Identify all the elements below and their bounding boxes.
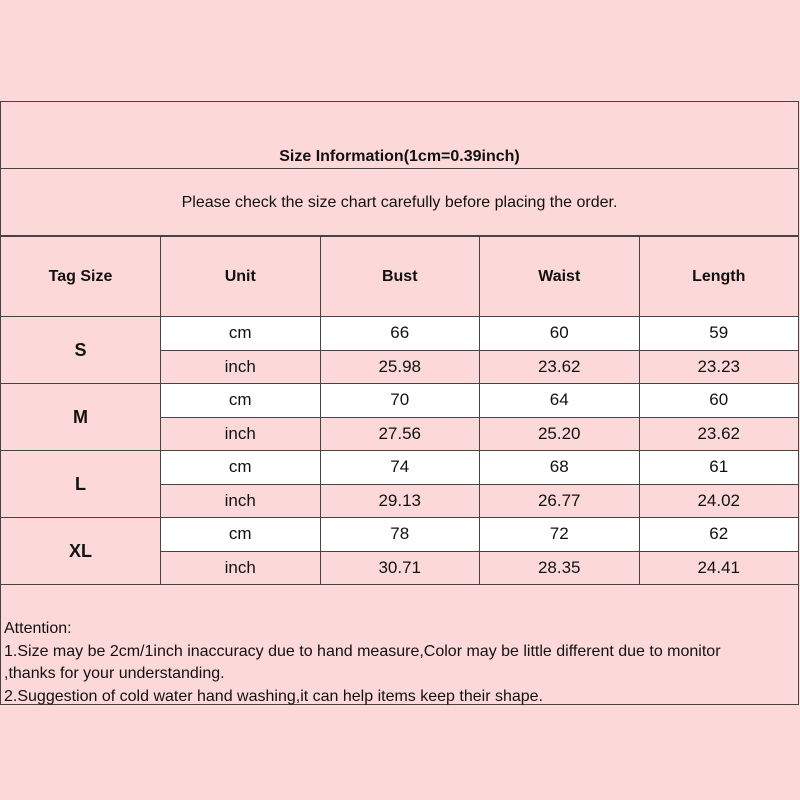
bust-cell: 78 bbox=[319, 517, 480, 552]
bust-cell: 30.71 bbox=[319, 550, 480, 585]
length-cell: 60 bbox=[638, 383, 799, 418]
tag-size-cell: XL bbox=[1, 517, 161, 585]
tag-size-cell: L bbox=[1, 450, 161, 518]
waist-cell: 25.20 bbox=[479, 416, 640, 451]
unit-cell: cm bbox=[160, 450, 321, 485]
unit-cell: inch bbox=[160, 416, 321, 451]
chart-subtitle: Please check the size chart carefully be… bbox=[1, 169, 798, 236]
attention-line: 2.Suggestion of cold water hand washing,… bbox=[4, 687, 543, 705]
waist-cell: 60 bbox=[479, 316, 640, 351]
header-length: Length bbox=[638, 236, 799, 317]
unit-cell: cm bbox=[160, 383, 321, 418]
table-row: XL cm 78 72 62 bbox=[1, 517, 799, 585]
chart-title: Size Information(1cm=0.39inch) bbox=[1, 102, 798, 169]
length-cell: 24.41 bbox=[638, 550, 799, 585]
header-bust: Bust bbox=[319, 236, 480, 317]
unit-cell: inch bbox=[160, 349, 321, 384]
waist-cell: 64 bbox=[479, 383, 640, 418]
table-row: inch 29.13 26.77 24.02 bbox=[1, 483, 799, 518]
bust-cell: 29.13 bbox=[319, 483, 480, 518]
tag-size-cell: M bbox=[1, 383, 161, 451]
bust-cell: 70 bbox=[319, 383, 480, 418]
attention-heading: Attention: bbox=[4, 620, 72, 637]
waist-cell: 26.77 bbox=[479, 483, 640, 518]
waist-cell: 28.35 bbox=[479, 550, 640, 585]
length-cell: 59 bbox=[638, 316, 799, 351]
bust-cell: 66 bbox=[319, 316, 480, 351]
attention-line: 1.Size may be 2cm/1inch inaccuracy due t… bbox=[4, 642, 721, 660]
header-tag-size: Tag Size bbox=[1, 236, 161, 317]
attention-notes: Attention: 1.Size may be 2cm/1inch inacc… bbox=[4, 618, 721, 708]
tag-size-cell: S bbox=[1, 316, 161, 384]
length-cell: 62 bbox=[638, 517, 799, 552]
waist-cell: 72 bbox=[479, 517, 640, 552]
size-chart: Size Information(1cm=0.39inch) Please ch… bbox=[0, 101, 799, 705]
bust-cell: 25.98 bbox=[319, 349, 480, 384]
length-cell: 24.02 bbox=[638, 483, 799, 518]
unit-cell: inch bbox=[160, 483, 321, 518]
unit-cell: cm bbox=[160, 517, 321, 552]
header-waist: Waist bbox=[479, 236, 640, 317]
bust-cell: 27.56 bbox=[319, 416, 480, 451]
unit-cell: inch bbox=[160, 550, 321, 585]
unit-cell: cm bbox=[160, 316, 321, 351]
table-row: inch 30.71 28.35 24.41 bbox=[1, 550, 799, 585]
waist-cell: 68 bbox=[479, 450, 640, 485]
header-unit: Unit bbox=[160, 236, 321, 317]
length-cell: 23.23 bbox=[638, 349, 799, 384]
length-cell: 61 bbox=[638, 450, 799, 485]
attention-line: ,thanks for your understanding. bbox=[4, 665, 225, 682]
length-cell: 23.62 bbox=[638, 416, 799, 451]
bust-cell: 74 bbox=[319, 450, 480, 485]
waist-cell: 23.62 bbox=[479, 349, 640, 384]
